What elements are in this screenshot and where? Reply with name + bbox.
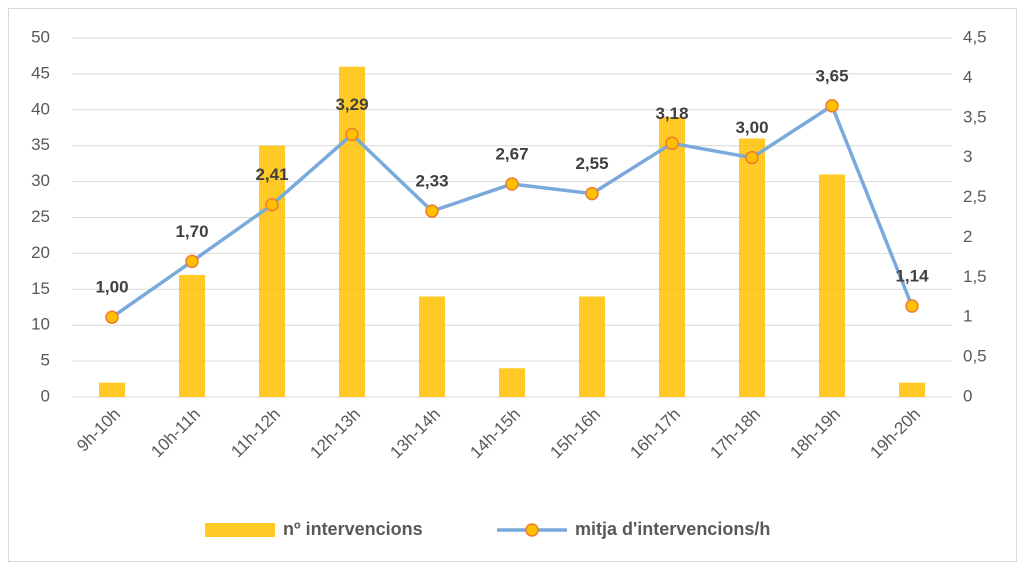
- marker: [745, 150, 759, 165]
- y-tick-label: 0: [41, 386, 50, 405]
- value-label: 2,55: [575, 154, 608, 173]
- marker: [425, 204, 439, 218]
- bar: [419, 296, 445, 397]
- y-tick-label: 40: [31, 99, 50, 118]
- value-label: 1,00: [95, 278, 128, 297]
- value-label: 2,67: [495, 144, 528, 163]
- value-label: 3,18: [655, 104, 688, 123]
- marker: [505, 177, 519, 191]
- bar: [579, 296, 605, 397]
- y2-tick-label: 0: [963, 386, 972, 405]
- value-label: 2,33: [415, 172, 448, 191]
- bar: [739, 138, 765, 397]
- value-label: 3,65: [815, 66, 848, 85]
- marker: [105, 310, 119, 324]
- y-tick-label: 50: [31, 27, 50, 46]
- y2-tick-label: 4: [963, 67, 972, 86]
- legend-marker: [525, 523, 539, 537]
- y2-tick-label: 3: [963, 147, 972, 166]
- y2-tick-label: 3,5: [963, 107, 987, 126]
- marker: [825, 99, 839, 113]
- y-tick-label: 25: [31, 207, 50, 226]
- bar: [499, 368, 525, 397]
- marker: [345, 127, 359, 142]
- y2-tick-label: 0,5: [963, 347, 987, 366]
- y2-tick-label: 1,5: [963, 267, 987, 286]
- marker: [905, 299, 919, 313]
- marker: [265, 197, 279, 212]
- legend-label: nº intervencions: [283, 519, 423, 539]
- bar: [179, 274, 205, 397]
- y2-tick-label: 2,5: [963, 187, 987, 206]
- bar: [899, 382, 925, 397]
- y2-tick-label: 1: [963, 307, 972, 326]
- y2-tick-label: 4,5: [963, 27, 987, 46]
- value-label: 3,29: [335, 95, 368, 114]
- legend-label: mitja d'intervencions/h: [575, 519, 770, 539]
- bar: [259, 145, 285, 397]
- marker: [585, 186, 599, 201]
- bar: [99, 382, 125, 397]
- y-tick-label: 5: [41, 351, 50, 370]
- bar: [819, 174, 845, 397]
- y-tick-label: 20: [31, 243, 50, 262]
- value-label: 1,70: [175, 222, 208, 241]
- marker: [665, 136, 679, 151]
- value-label: 1,14: [895, 267, 929, 286]
- y-tick-label: 10: [31, 315, 50, 334]
- value-label: 2,41: [255, 165, 288, 184]
- legend-swatch: [205, 523, 275, 537]
- y-tick-label: 30: [31, 171, 50, 190]
- bar: [659, 116, 685, 397]
- y2-tick-label: 2: [963, 227, 972, 246]
- value-label: 3,00: [735, 118, 768, 137]
- y-tick-label: 45: [31, 63, 50, 82]
- marker: [185, 254, 199, 269]
- y-tick-label: 15: [31, 279, 50, 298]
- chart-border: [8, 8, 1017, 562]
- bar: [339, 66, 365, 397]
- y-tick-label: 35: [31, 135, 50, 154]
